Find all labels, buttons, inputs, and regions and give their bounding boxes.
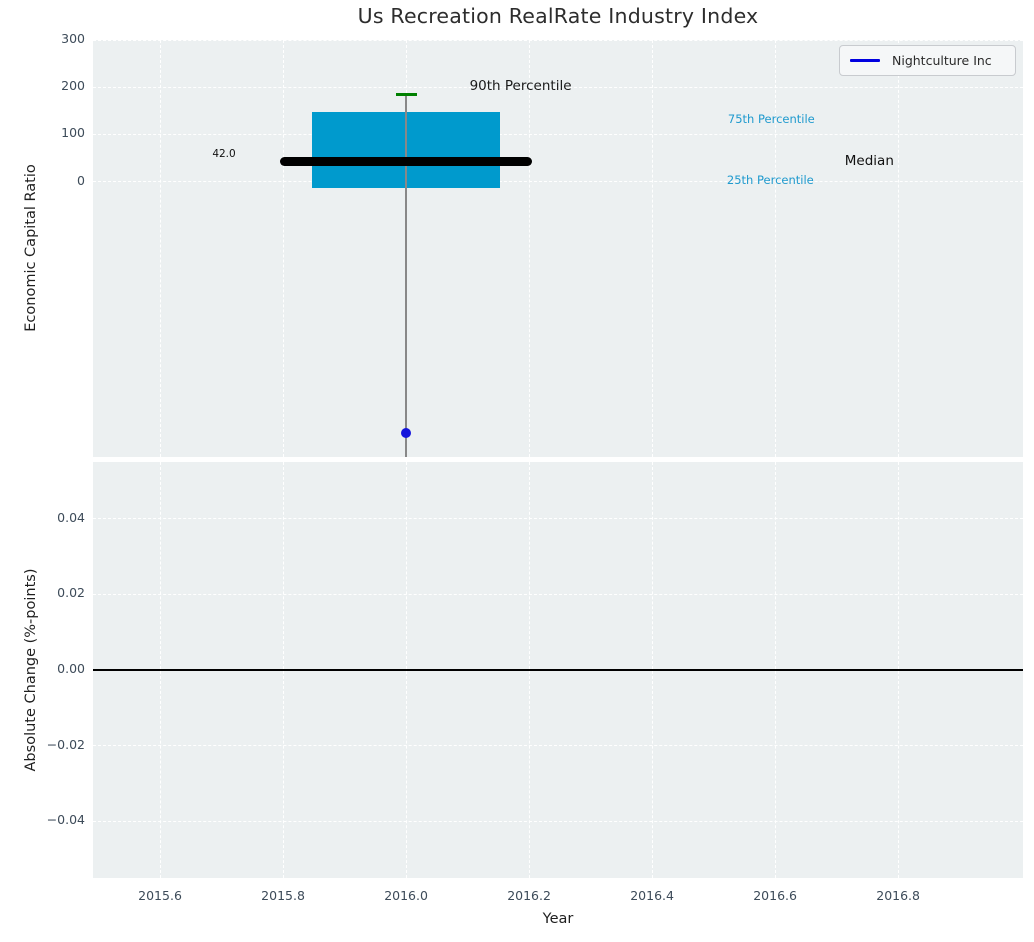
x-tick-label: 2016.2 — [507, 888, 551, 903]
x-gridline — [774, 40, 776, 457]
x-gridline — [282, 40, 284, 457]
x-axis-label: Year — [542, 911, 574, 927]
x-tick-label: 2016.4 — [630, 888, 674, 903]
y-gridline — [93, 518, 1023, 520]
p90-cap — [395, 93, 417, 97]
x-gridline — [897, 40, 899, 457]
annotation: 42.0 — [212, 147, 236, 160]
series-point — [401, 427, 412, 438]
annotation: 25th Percentile — [726, 172, 814, 187]
y-tick-label: 200 — [61, 78, 85, 94]
x-gridline — [159, 40, 161, 457]
y-gridline — [93, 133, 1023, 135]
x-tick-label: 2015.6 — [138, 888, 182, 903]
x-tick-label: 2016.8 — [876, 888, 920, 903]
y-tick-label: 0.00 — [57, 661, 85, 676]
x-gridline — [651, 40, 653, 457]
legend-label: Nightculture Inc — [892, 53, 992, 68]
y-axis-label-top: Economic Capital Ratio — [23, 164, 39, 332]
y-gridline — [93, 40, 1023, 41]
y-gridline — [93, 745, 1023, 747]
annotation: 75th Percentile — [727, 111, 815, 126]
y-gridline — [93, 820, 1023, 822]
y-tick-label: −0.02 — [46, 736, 85, 752]
x-tick-label: 2016.0 — [384, 888, 428, 903]
whisker-line — [405, 94, 407, 457]
x-tick-label: 2015.8 — [261, 888, 305, 903]
y-gridline — [93, 86, 1023, 88]
annotation: 90th Percentile — [469, 77, 572, 94]
annotation: Median — [844, 152, 894, 169]
x-gridline — [528, 40, 530, 457]
median-line — [279, 157, 533, 167]
legend-line-swatch — [850, 59, 880, 62]
y-tick-label: 300 — [61, 31, 85, 46]
zero-line — [93, 669, 1023, 671]
y-tick-label: 100 — [61, 125, 85, 141]
top-axes: 90th Percentile 75th Percentile Median 25th… — [93, 40, 1023, 457]
y-gridline — [93, 181, 1023, 183]
y-tick-label: 0.02 — [57, 585, 85, 601]
bottom-axes — [93, 462, 1023, 878]
x-tick-label: 2016.6 — [753, 888, 797, 903]
y-tick-label: 0 — [77, 172, 85, 188]
y-gridline — [93, 593, 1023, 595]
y-tick-label: 0.04 — [57, 509, 85, 525]
chart-title: Us Recreation RealRate Industry Index — [357, 4, 759, 28]
y-tick-label: −0.04 — [46, 812, 85, 828]
legend: Nightculture Inc — [839, 45, 1016, 76]
